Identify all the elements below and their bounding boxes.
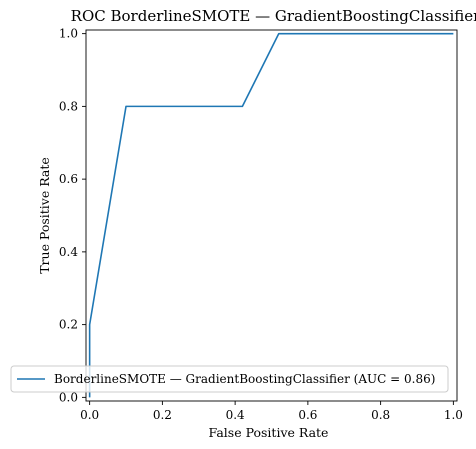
y-tick-label: 0.6 (59, 172, 78, 186)
y-tick-label: 0.4 (59, 245, 78, 259)
y-axis-label: True Positive Rate (37, 157, 52, 274)
legend: BorderlineSMOTE — GradientBoostingClassi… (10, 365, 449, 393)
x-tick-label: 0.4 (226, 408, 245, 422)
y-tick-label: 1.0 (59, 27, 78, 41)
x-tick-label: 0.2 (153, 408, 172, 422)
x-tick-label: 0.0 (80, 408, 99, 422)
chart-title: ROC BorderlineSMOTE — GradientBoostingCl… (71, 7, 476, 25)
plot-area: 0.0 0.2 0.4 0.6 0.8 1.0 0.0 0.2 0.4 0.6 0.8 1.0 (59, 27, 463, 422)
x-axis-label: False Positive Rate (209, 425, 329, 440)
y-tick-label: 0.2 (59, 318, 78, 332)
x-tick-label: 0.8 (371, 408, 390, 422)
y-tick-label: 0.8 (59, 99, 78, 113)
roc-curve-line-0 (88, 32, 454, 398)
x-tick-label: 0.6 (298, 408, 317, 422)
x-tick-label: 1.0 (444, 408, 463, 422)
axes-frame (85, 29, 458, 402)
legend-box (10, 365, 449, 393)
legend-label: BorderlineSMOTE — GradientBoostingClassi… (54, 372, 435, 386)
y-tick-label: 0.0 (59, 390, 78, 404)
